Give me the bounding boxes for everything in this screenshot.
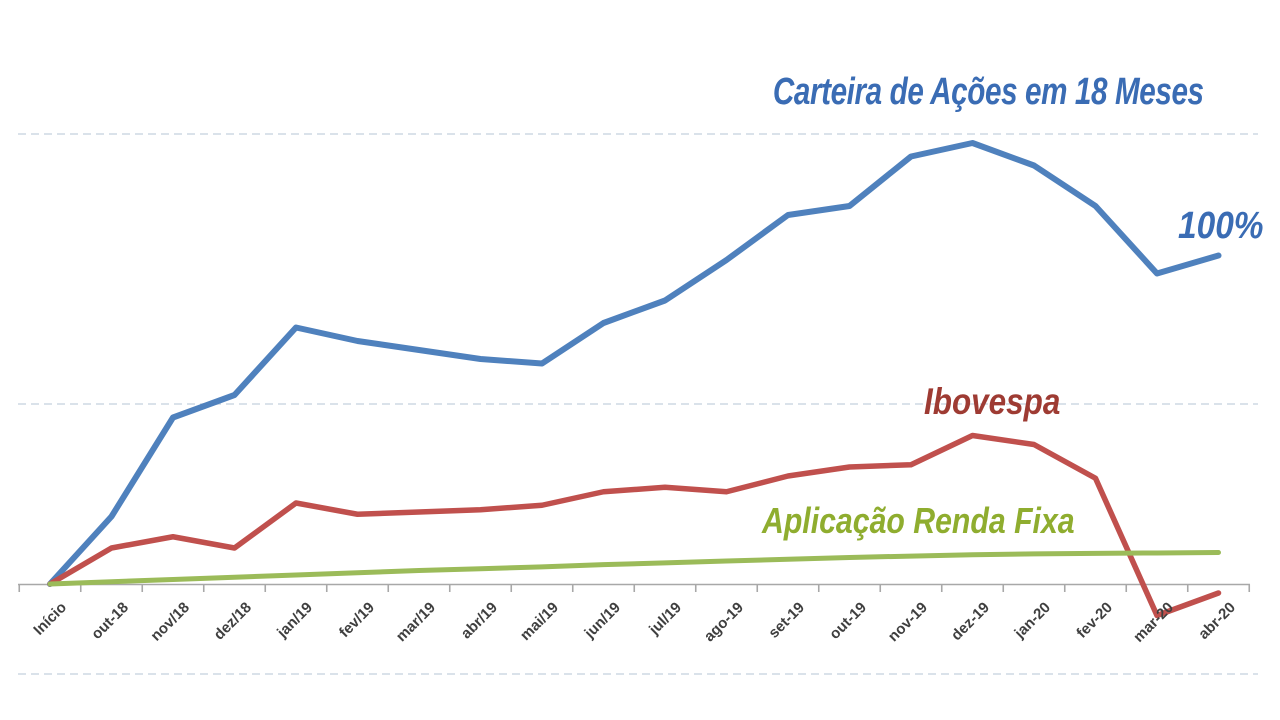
- renda-fixa-series-label: Aplicação Renda Fixa: [762, 500, 1075, 541]
- portfolio-return-label: 100%: [1178, 205, 1264, 247]
- series-line-1: [47, 432, 1222, 619]
- series-line-2: [47, 550, 1221, 587]
- ibovespa-series-label: Ibovespa: [924, 381, 1061, 422]
- chart-title: Carteira de Ações em 18 Meses: [772, 71, 1204, 113]
- series-line-0: [47, 140, 1222, 587]
